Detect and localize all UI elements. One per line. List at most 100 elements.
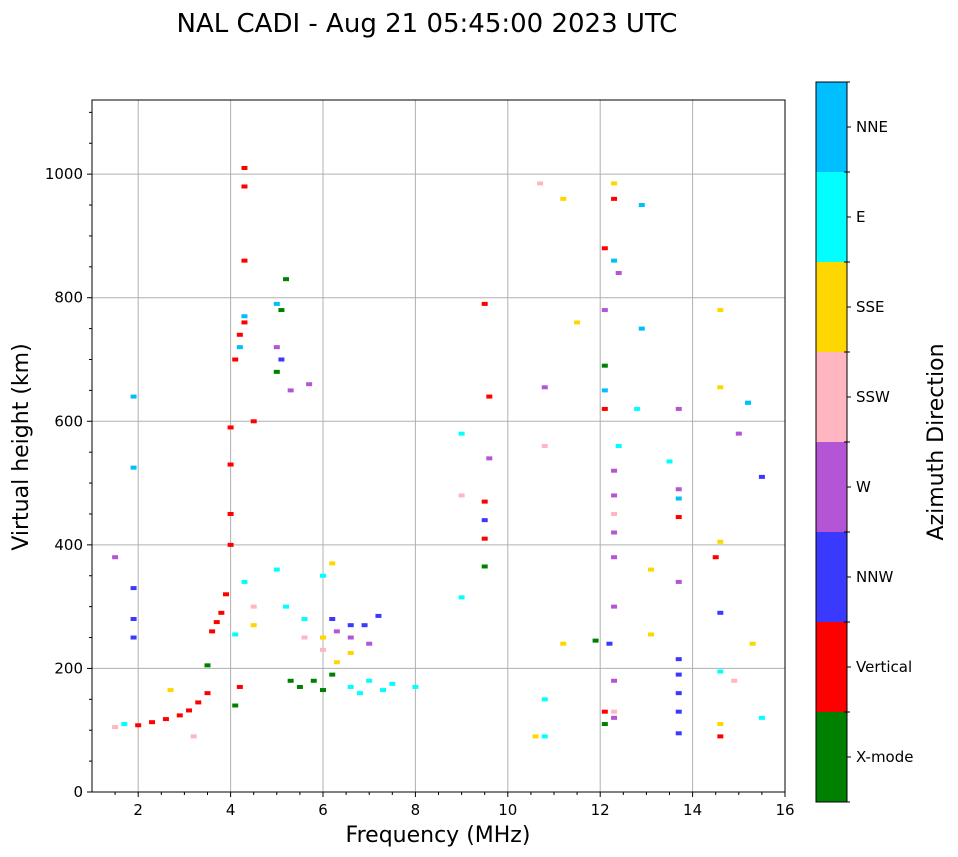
data-point (366, 678, 373, 683)
data-point (227, 462, 234, 467)
data-point (541, 734, 548, 739)
colorbar-segment (816, 532, 847, 622)
data-point (638, 203, 645, 208)
data-point (380, 688, 387, 693)
data-point (204, 691, 211, 696)
data-point (412, 684, 419, 689)
data-point (227, 425, 234, 430)
data-point (532, 734, 539, 739)
data-point (675, 579, 682, 584)
y-grid (92, 173, 785, 669)
series-vertical (135, 165, 724, 739)
x-tick-label: 16 (775, 801, 794, 819)
data-point (717, 734, 724, 739)
data-point (601, 308, 608, 313)
y-tick-label: 0 (73, 783, 83, 801)
data-point (745, 400, 752, 405)
data-point (250, 419, 257, 424)
data-point (250, 623, 257, 628)
data-point (675, 487, 682, 492)
data-points (112, 165, 765, 739)
x-tick-label: 4 (226, 801, 236, 819)
data-point (241, 184, 248, 189)
colorbar-segment (816, 712, 847, 802)
data-point (130, 635, 137, 640)
data-point (611, 678, 618, 683)
data-point (162, 717, 169, 722)
data-point (232, 632, 239, 637)
data-point (717, 722, 724, 727)
data-point (320, 688, 326, 693)
data-point (615, 271, 622, 275)
colorbar-frame (815, 81, 848, 803)
data-point (347, 635, 354, 640)
series-e (121, 400, 765, 739)
data-point (560, 196, 567, 201)
data-point (241, 320, 248, 325)
y-axis-label: Virtual height (km) (9, 343, 34, 550)
data-point (241, 165, 248, 170)
data-point (375, 613, 382, 618)
data-point (190, 734, 197, 739)
data-point (213, 620, 220, 625)
plot-area: 2 4 6 8 10 12 14 16 0 200 400 600 800 1000 (45, 99, 795, 819)
data-point (675, 657, 682, 662)
y-tick-label: 1000 (45, 165, 83, 183)
data-point (648, 632, 655, 637)
data-point (601, 363, 608, 368)
data-point (121, 722, 128, 727)
colorbar: X-mode Vertical NNW W SSW SSE E NNE (815, 81, 913, 803)
colorbar-segment (816, 622, 847, 712)
data-point (273, 345, 280, 350)
series-nne (130, 203, 752, 501)
data-point (717, 539, 724, 544)
data-point (333, 660, 340, 665)
data-point (486, 456, 493, 461)
data-point (310, 678, 317, 683)
data-point (347, 684, 354, 689)
data-point (320, 573, 326, 578)
plot-background (92, 100, 785, 792)
data-point (301, 635, 308, 640)
data-point (287, 388, 294, 393)
data-point (675, 515, 682, 520)
data-point (176, 713, 183, 718)
data-point (481, 564, 488, 569)
data-point (232, 357, 239, 362)
data-point (186, 708, 193, 713)
data-point (712, 555, 719, 560)
data-point (592, 638, 599, 643)
series-nnw (130, 357, 765, 736)
data-point (227, 511, 234, 516)
data-point (601, 709, 608, 714)
data-point (675, 731, 682, 736)
data-point (366, 641, 373, 646)
data-point (611, 468, 618, 473)
x-tick-label: 12 (591, 801, 610, 819)
x-axis-label: Frequency (MHz) (346, 823, 531, 848)
x-ticks: 2 4 6 8 10 12 14 16 (114, 792, 795, 819)
data-point (232, 703, 239, 708)
data-point (236, 332, 243, 337)
x-tick-label: 10 (498, 801, 517, 819)
data-point (389, 681, 396, 686)
data-point (167, 688, 174, 693)
data-point (236, 345, 243, 350)
data-point (329, 617, 336, 621)
colorbar-tick-label: NNW (856, 568, 893, 586)
data-point (675, 691, 682, 696)
colorbar-segment (816, 442, 847, 532)
data-point (601, 388, 608, 393)
data-point (250, 604, 257, 609)
y-tick-label: 800 (54, 289, 83, 307)
data-point (296, 684, 303, 689)
series-w (112, 271, 742, 720)
data-point (717, 669, 724, 674)
data-point (731, 678, 738, 683)
data-point (347, 650, 354, 655)
data-point (486, 394, 493, 399)
data-point (273, 369, 280, 374)
data-point (638, 326, 645, 331)
data-point (135, 723, 142, 728)
